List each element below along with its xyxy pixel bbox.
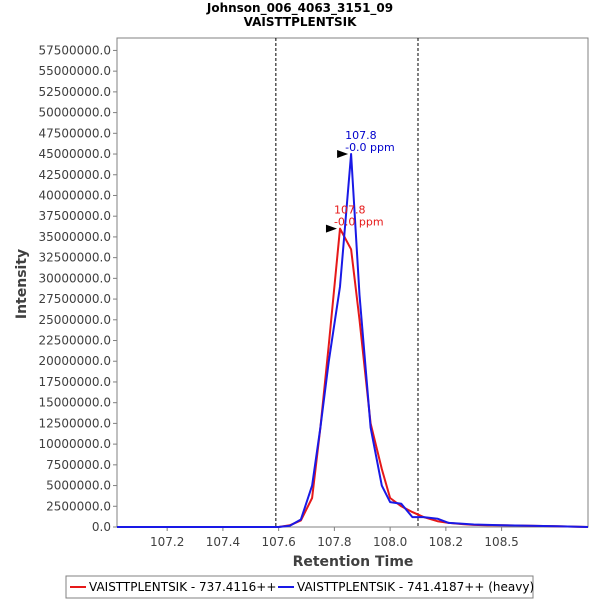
legend-label-heavy: VAISTTPLENTSIK - 741.4187++ (heavy): [297, 580, 534, 594]
y-tick-label: 32500000.0: [38, 251, 111, 265]
y-tick-label: 40000000.0: [38, 188, 111, 202]
y-tick-label: 45000000.0: [38, 147, 111, 161]
peak-annotation-label: -0.0 ppm: [334, 216, 384, 229]
y-tick-label: 37500000.0: [38, 209, 111, 223]
chart-title: Johnson_006_4063_3151_09: [206, 1, 393, 16]
series-line-heavy: [117, 153, 589, 528]
legend-label-light: VAISTTPLENTSIK - 737.4116++: [89, 580, 276, 594]
y-tick-label: 12500000.0: [38, 416, 111, 430]
y-tick-label: 57500000.0: [38, 43, 111, 57]
x-tick-label: 107.8: [317, 535, 351, 549]
x-tick-label: 107.2: [150, 535, 184, 549]
y-tick-label: 5000000.0: [46, 479, 111, 493]
x-tick-label: 108.2: [429, 535, 463, 549]
y-tick-label: 2500000.0: [46, 499, 111, 513]
y-axis: 0.0 2500000.0 5000000.0 7500000.0 10000000.0…: [38, 43, 117, 534]
x-tick-label: 107.6: [261, 535, 295, 549]
y-tick-label: 50000000.0: [38, 106, 111, 120]
y-tick-label: 22500000.0: [38, 334, 111, 348]
y-tick-label: 27500000.0: [38, 292, 111, 306]
y-tick-label: 20000000.0: [38, 354, 111, 368]
series-lines: [117, 153, 589, 528]
x-axis-label: Retention Time: [293, 554, 414, 570]
y-tick-label: 47500000.0: [38, 126, 111, 140]
y-tick-label: 42500000.0: [38, 168, 111, 182]
y-axis-label: Intensity: [14, 249, 30, 319]
y-tick-label: 10000000.0: [38, 437, 111, 451]
y-tick-label: 17500000.0: [38, 375, 111, 389]
chart-subtitle: VAISTTPLENTSIK: [244, 15, 357, 29]
legend-box: [65, 575, 534, 599]
legend: VAISTTPLENTSIK - 737.4116++ VAISTTPLENTS…: [65, 575, 534, 599]
peak-annotation-label: -0.0 ppm: [345, 141, 395, 154]
y-tick-label: 52500000.0: [38, 85, 111, 99]
y-tick-label: 0.0: [92, 520, 111, 534]
y-tick-label: 30000000.0: [38, 271, 111, 285]
y-tick-label: 7500000.0: [46, 458, 111, 472]
peak-annotation-label: 107.8: [334, 204, 366, 217]
y-tick-label: 25000000.0: [38, 313, 111, 327]
peak-annotation-label: 107.8: [345, 129, 377, 142]
x-tick-label: 107.4: [206, 535, 240, 549]
peak-marker-icon: [337, 150, 349, 159]
x-tick-label: 108.0: [373, 535, 407, 549]
peak-marker-icon: [325, 224, 337, 233]
x-tick-label: 108.5: [484, 535, 518, 549]
x-axis: 107.2 107.4 107.6 107.8 108.0 108.2 108.5: [150, 527, 519, 549]
retention-window-lines: [275, 38, 419, 527]
plot-area: [116, 37, 589, 528]
y-tick-label: 55000000.0: [38, 64, 111, 78]
y-tick-label: 15000000.0: [38, 396, 111, 410]
y-tick-label: 35000000.0: [38, 230, 111, 244]
